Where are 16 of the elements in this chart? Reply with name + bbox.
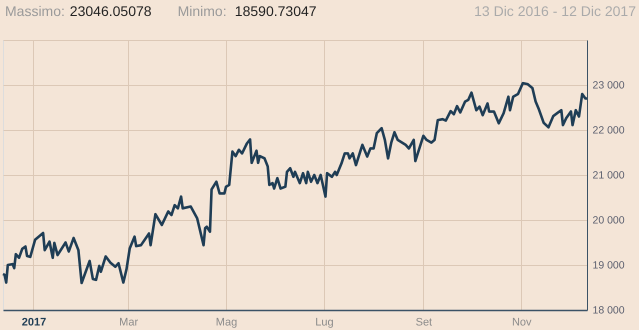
y-tick-label: 19 000 bbox=[592, 260, 625, 272]
line-series bbox=[2, 82, 588, 284]
text: Minimo: 18590.73047 bbox=[178, 3, 317, 19]
y-tick-label: 20 000 bbox=[592, 214, 625, 226]
x-tick-label: 2017 bbox=[22, 316, 46, 328]
y-tick-label: 23 000 bbox=[592, 80, 625, 92]
x-tick-label: Mag bbox=[216, 316, 238, 328]
x-tick-label: Nov bbox=[512, 316, 532, 328]
x-tick-label: Mar bbox=[119, 316, 138, 328]
y-tick-label: 18 000 bbox=[592, 304, 625, 316]
text: Massimo: 23046.05078 bbox=[5, 3, 152, 19]
text: 13 Dic 2016 - 12 Dic 2017 bbox=[474, 3, 636, 19]
x-tick-label: Lug bbox=[315, 316, 334, 328]
y-tick-label: 22 000 bbox=[592, 124, 625, 136]
x-tick-label: Set bbox=[416, 316, 432, 328]
y-tick-label: 21 000 bbox=[592, 170, 625, 182]
